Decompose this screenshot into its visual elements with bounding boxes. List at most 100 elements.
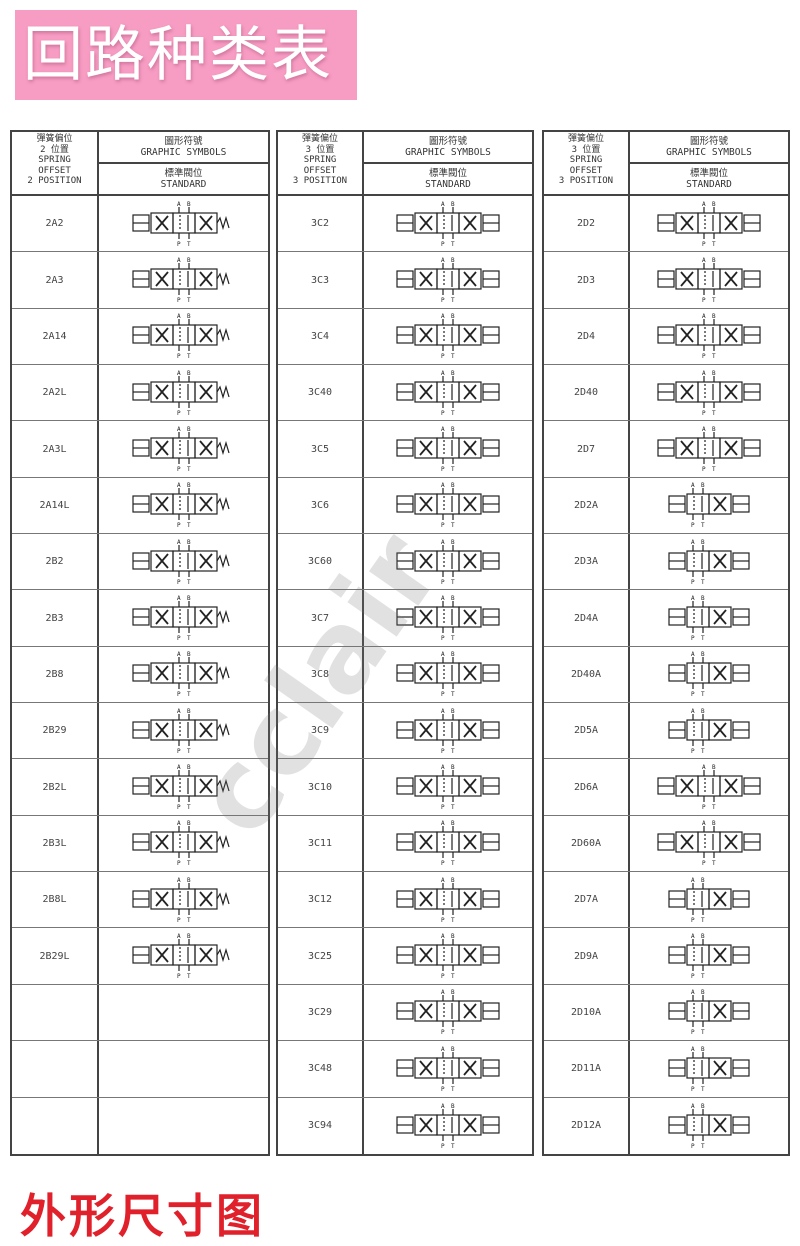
- table-row: 2D2 A B P T: [544, 196, 788, 253]
- svg-text:P: P: [177, 522, 181, 528]
- table-row: 2B8L A B P T: [12, 872, 268, 929]
- graphic-symbol: A B P T: [396, 933, 500, 979]
- svg-text:A: A: [177, 426, 181, 433]
- svg-text:P: P: [702, 466, 706, 472]
- graphic-symbol: A B P T: [131, 370, 230, 416]
- table-row: 3C9 A B P T: [278, 703, 532, 760]
- table-row: 2D5A A B P T: [544, 703, 788, 760]
- svg-text:A: A: [691, 539, 695, 546]
- svg-text:P: P: [702, 241, 706, 247]
- svg-text:P: P: [441, 1143, 445, 1149]
- svg-text:B: B: [701, 651, 705, 658]
- svg-text:B: B: [451, 877, 455, 884]
- table-row: 3C40 A B P T: [278, 365, 532, 422]
- graphic-symbol: A B P T: [657, 764, 761, 810]
- table-row: 2D6A A B P T: [544, 759, 788, 816]
- page-title: 回路种类表: [15, 10, 357, 100]
- svg-text:A: A: [177, 482, 181, 489]
- svg-text:T: T: [187, 860, 191, 866]
- circuit-code: 2B29L: [12, 928, 99, 984]
- svg-text:P: P: [441, 1086, 445, 1092]
- svg-text:B: B: [187, 595, 191, 602]
- graphic-symbol: A B P T: [131, 257, 230, 303]
- svg-text:T: T: [451, 748, 455, 754]
- svg-text:T: T: [187, 748, 191, 754]
- graphic-symbol: A B P T: [131, 764, 230, 810]
- svg-text:T: T: [451, 635, 455, 641]
- circuit-table-3-position: 彈簧偏位 3 位置 SPRING OFFSET 3 POSITION 圖形符號 GRAPHI…: [276, 130, 534, 1156]
- svg-text:T: T: [451, 579, 455, 585]
- graphic-header-line: 圖形符號: [428, 136, 467, 147]
- svg-text:A: A: [441, 539, 445, 546]
- table-row: 2A2 A B P T: [12, 196, 268, 253]
- circuit-code: 3C40: [278, 365, 364, 421]
- circuit-table-2-position: 彈簧偏位 2 位置 SPRING OFFSET 2 POSITION 圖形符號 GRAPHI…: [10, 130, 270, 1156]
- svg-text:A: A: [441, 1046, 445, 1053]
- svg-text:P: P: [441, 297, 445, 303]
- table-row: 2D3 A B P T: [544, 252, 788, 309]
- graphic-symbol: A B P T: [396, 708, 500, 754]
- table-row: 2B8 A B P T: [12, 646, 268, 704]
- circuit-code: 2B8: [12, 646, 99, 703]
- svg-text:P: P: [702, 353, 706, 359]
- graphic-symbol: A B P T: [668, 708, 750, 754]
- svg-text:B: B: [187, 482, 191, 489]
- svg-text:B: B: [187, 539, 191, 546]
- svg-text:B: B: [187, 426, 191, 433]
- graphic-symbol: A B P T: [131, 708, 230, 754]
- table-row: 2A14 A B P T: [12, 308, 268, 366]
- svg-text:A: A: [691, 595, 695, 602]
- svg-text:A: A: [691, 708, 695, 715]
- circuit-code: [12, 1041, 99, 1097]
- svg-text:P: P: [177, 973, 181, 979]
- svg-text:P: P: [177, 804, 181, 810]
- svg-text:B: B: [451, 370, 455, 377]
- graphic-symbol: A B P T: [396, 370, 500, 416]
- graphic-header-line: 圖形符號: [164, 136, 203, 147]
- circuit-code: 3C4: [278, 308, 364, 365]
- table-row: 2D60A A B P T: [544, 815, 788, 873]
- graphic-symbol: A B P T: [396, 426, 500, 472]
- svg-text:B: B: [451, 1046, 455, 1053]
- graphic-symbol: A B P T: [131, 651, 230, 697]
- graphic-symbol: A B P T: [657, 257, 761, 303]
- svg-text:B: B: [701, 933, 705, 940]
- table-row: 2A3 A B P T: [12, 252, 268, 309]
- circuit-code: [12, 1097, 99, 1154]
- svg-text:P: P: [702, 297, 706, 303]
- table-row: 3C29 A B P T: [278, 984, 532, 1042]
- svg-text:T: T: [451, 522, 455, 528]
- table-row: 2A2L A B P T: [12, 365, 268, 422]
- circuit-code: 2A2: [12, 196, 99, 252]
- svg-text:P: P: [441, 635, 445, 641]
- graphic-symbol: A B P T: [131, 933, 230, 979]
- circuit-code: 2B2L: [12, 759, 99, 815]
- table-row: 3C10 A B P T: [278, 759, 532, 816]
- table-row: 3C3 A B P T: [278, 252, 532, 309]
- svg-text:P: P: [702, 410, 706, 416]
- svg-text:T: T: [451, 917, 455, 923]
- svg-text:T: T: [451, 410, 455, 416]
- table-row: [12, 1041, 268, 1098]
- circuit-code: 3C3: [278, 252, 364, 308]
- graphic-symbol: A B P T: [131, 482, 230, 528]
- svg-text:B: B: [187, 820, 191, 827]
- svg-text:A: A: [702, 820, 706, 827]
- svg-text:P: P: [691, 579, 695, 585]
- type-header-line: OFFSET: [303, 165, 337, 176]
- svg-text:B: B: [187, 764, 191, 771]
- type-header-line: 3 POSITION: [292, 176, 348, 186]
- table-row: 2B2L A B P T: [12, 759, 268, 816]
- svg-text:P: P: [441, 410, 445, 416]
- svg-text:P: P: [691, 1029, 695, 1035]
- svg-text:A: A: [441, 820, 445, 827]
- table-row: 2B2 A B P T: [12, 534, 268, 591]
